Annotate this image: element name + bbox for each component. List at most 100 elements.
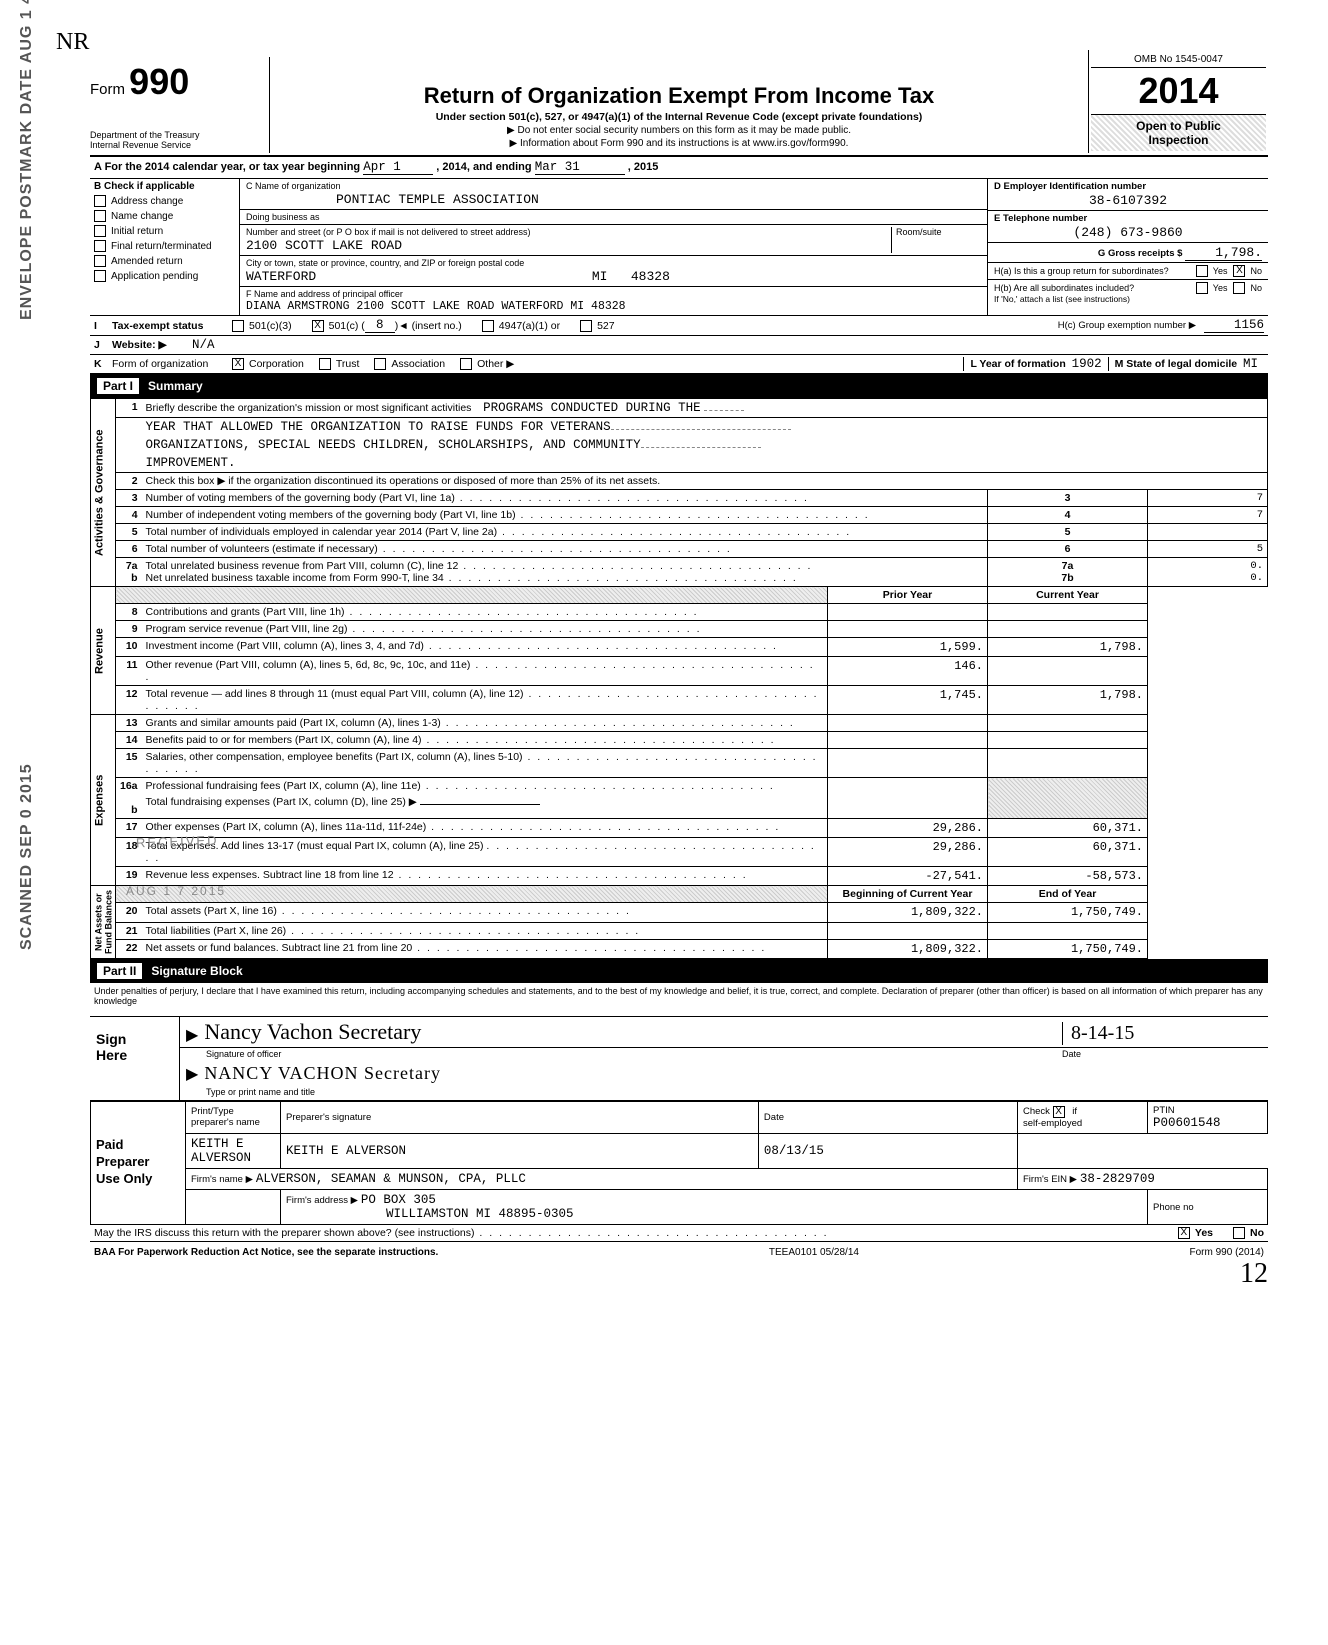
chk-501c[interactable]: X [312, 320, 324, 332]
p20: 1,809,322. [828, 903, 988, 922]
opt-501c-num: 8 [365, 318, 395, 333]
chk-final-return[interactable] [94, 240, 106, 252]
p22: 1,809,322. [828, 939, 988, 958]
chk-name-change[interactable] [94, 210, 106, 222]
line-a-mid: , 2014, and ending [436, 161, 531, 173]
phone: (248) 673-9860 [994, 225, 1262, 240]
form-title: Return of Organization Exempt From Incom… [280, 83, 1078, 109]
prep-h1: Print/Type preparer's name [186, 1101, 281, 1133]
chk-4947[interactable] [482, 320, 494, 332]
firm-addr-label: Firm's address ▶ [286, 1195, 358, 1206]
discuss-yes[interactable]: X [1178, 1227, 1190, 1239]
col-b-header: B Check if applicable [94, 181, 235, 192]
line-14: Benefits paid to or for members (Part IX… [146, 734, 422, 746]
line-16b: Total fundraising expenses (Part IX, col… [146, 796, 417, 808]
page-footer: BAA For Paperwork Reduction Act Notice, … [90, 1245, 1268, 1260]
line-3: Number of voting members of the governin… [146, 492, 455, 504]
chk-trust[interactable] [319, 358, 331, 370]
chk-assoc[interactable] [374, 358, 386, 370]
row-k-key: K [94, 358, 112, 370]
chk-other[interactable] [460, 358, 472, 370]
ha-yes[interactable] [1196, 265, 1208, 277]
lbl-initial-return: Initial return [111, 226, 163, 237]
mission-label: Briefly describe the organization's miss… [146, 402, 472, 414]
line-a: A For the 2014 calendar year, or tax yea… [90, 157, 1268, 179]
chk-application-pending[interactable] [94, 270, 106, 282]
c10: 1,798. [988, 638, 1148, 657]
year-form-label: L Year of formation [970, 358, 1065, 370]
p17: 29,286. [828, 819, 988, 838]
chk-address-change[interactable] [94, 195, 106, 207]
c17: 60,371. [988, 819, 1148, 838]
val-5 [1148, 524, 1268, 541]
c22: 1,750,749. [988, 939, 1148, 958]
val-3: 7 [1148, 490, 1268, 507]
chk-initial-return[interactable] [94, 225, 106, 237]
tax-year-end: Mar 31 [535, 160, 625, 175]
corner-handwriting: 12 [1240, 1258, 1268, 1290]
open-public-1: Open to Public [1093, 119, 1264, 133]
postmark-stamp: ENVELOPE POSTMARK DATE AUG 1 4 2015 [18, 0, 36, 320]
handwritten-initials: NR [56, 29, 89, 56]
year-formation: 1902 [1072, 357, 1102, 371]
officer-label: F Name and address of principal officer [246, 289, 981, 299]
domicile-label: M State of legal domicile [1115, 358, 1238, 370]
chk-amended[interactable] [94, 255, 106, 267]
side-expenses: Expenses [91, 715, 116, 886]
line-7a: Total unrelated business revenue from Pa… [146, 560, 459, 572]
chk-corp[interactable]: X [232, 358, 244, 370]
row-i: I Tax-exempt status 501(c)(3) X501(c) ( … [90, 316, 1268, 336]
gross-receipts: 1,798. [1185, 245, 1262, 261]
ein: 38-6107392 [994, 193, 1262, 208]
c18: 60,371. [988, 838, 1148, 867]
mission-c: ORGANIZATIONS, SPECIAL NEEDS CHILDREN, S… [146, 438, 641, 452]
c20: 1,750,749. [988, 903, 1148, 922]
tax-year: 2014 [1091, 68, 1266, 115]
city: WATERFORD [246, 269, 316, 284]
line-19: Revenue less expenses. Subtract line 18 … [146, 869, 394, 881]
firm-ein: 38-2829709 [1080, 1172, 1155, 1186]
firm-addr1: PO BOX 305 [361, 1193, 436, 1207]
row-i-key: I [94, 320, 112, 332]
hb-label: H(b) Are all subordinates included? [994, 283, 1190, 293]
hb-no[interactable] [1233, 282, 1245, 294]
zip: 48328 [631, 269, 670, 284]
prep-h2: Preparer's signature [281, 1101, 759, 1133]
lbl-final-return: Final return/terminated [111, 241, 212, 252]
penalty-statement: Under penalties of perjury, I declare th… [90, 983, 1268, 1010]
dept-irs: Internal Revenue Service [90, 141, 263, 151]
prep-h3: Date [758, 1101, 1017, 1133]
org-name: PONTIAC TEMPLE ASSOCIATION [246, 192, 981, 207]
opt-501c3: 501(c)(3) [249, 320, 292, 332]
c12: 1,798. [988, 686, 1148, 715]
officer-print-name: NANCY VACHON Secretary [204, 1063, 441, 1084]
hdr-beginning: Beginning of Current Year [828, 886, 988, 903]
yes-1: Yes [1213, 266, 1228, 276]
line-11: Other revenue (Part VIII, column (A), li… [146, 659, 471, 671]
footer-left: BAA For Paperwork Reduction Act Notice, … [94, 1247, 438, 1258]
preparer-table: Paid Preparer Use Only Print/Type prepar… [90, 1101, 1268, 1225]
discuss-no[interactable] [1233, 1227, 1245, 1239]
form-number: 990 [129, 61, 189, 102]
part-2-bar: Part II Signature Block [90, 959, 1268, 983]
ha-no[interactable]: X [1233, 265, 1245, 277]
state: MI [592, 269, 608, 284]
discuss-yes-lbl: Yes [1195, 1227, 1213, 1239]
line-12: Total revenue — add lines 8 through 11 (… [146, 688, 524, 700]
side-revenue: Revenue [91, 587, 116, 715]
hb-note: If 'No,' attach a list (see instructions… [994, 294, 1262, 304]
line-7b: Net unrelated business taxable income fr… [146, 572, 444, 584]
preparer-date: 08/13/15 [758, 1133, 1017, 1168]
ha-label: H(a) Is this a group return for subordin… [994, 266, 1190, 276]
chk-self-employed[interactable]: X [1053, 1106, 1065, 1118]
hb-yes[interactable] [1196, 282, 1208, 294]
mission-a: PROGRAMS CONDUCTED DURING THE [483, 401, 701, 415]
print-name-label: Type or print name and title [180, 1086, 1268, 1100]
firm-name-label: Firm's name ▶ [191, 1174, 253, 1185]
side-net-assets: Net Assets or Fund Balances [91, 886, 116, 959]
line-10: Investment income (Part VIII, column (A)… [146, 640, 424, 652]
chk-527[interactable] [580, 320, 592, 332]
chk-501c3[interactable] [232, 320, 244, 332]
yes-2: Yes [1213, 283, 1228, 293]
preparer-sig: KEITH E ALVERSON [281, 1133, 759, 1168]
